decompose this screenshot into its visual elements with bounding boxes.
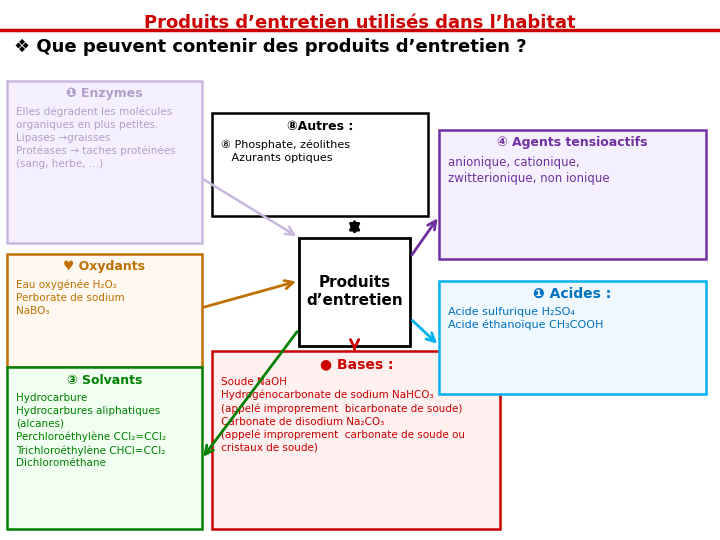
- FancyBboxPatch shape: [439, 130, 706, 259]
- Text: ♥ Oxydants: ♥ Oxydants: [63, 260, 145, 273]
- Text: ④ Agents tensioactifs: ④ Agents tensioactifs: [497, 136, 648, 149]
- Text: ❖ Que peuvent contenir des produits d’entretien ?: ❖ Que peuvent contenir des produits d’en…: [14, 38, 527, 56]
- FancyBboxPatch shape: [212, 351, 500, 529]
- FancyBboxPatch shape: [212, 113, 428, 216]
- Text: Produits d’entretien utilisés dans l’habitat: Produits d’entretien utilisés dans l’hab…: [144, 14, 576, 31]
- FancyBboxPatch shape: [299, 238, 410, 346]
- Text: Acide sulfurique H₂SO₄
Acide éthanoïque CH₃COOH: Acide sulfurique H₂SO₄ Acide éthanoïque …: [448, 307, 603, 330]
- FancyBboxPatch shape: [7, 81, 202, 243]
- Text: anionique, cationique,
zwitterionique, non ionique: anionique, cationique, zwitterionique, n…: [448, 156, 609, 185]
- Text: ❶ Enzymes: ❶ Enzymes: [66, 87, 143, 100]
- Text: ● Bases :: ● Bases :: [320, 357, 393, 372]
- Text: Hydrocarbure
Hydrocarbures aliphatiques
(alcanes)
Perchloroéthylène CCl₂=CCl₂
Tr: Hydrocarbure Hydrocarbures aliphatiques …: [16, 393, 166, 469]
- FancyBboxPatch shape: [7, 254, 202, 367]
- Text: ⑧Autres :: ⑧Autres :: [287, 120, 354, 133]
- FancyBboxPatch shape: [439, 281, 706, 394]
- Text: ❶ Acides :: ❶ Acides :: [534, 287, 611, 301]
- Text: Produits
d’entretien: Produits d’entretien: [306, 275, 403, 308]
- Text: ⑧ Phosphate, zéolithes
   Azurants optiques: ⑧ Phosphate, zéolithes Azurants optiques: [221, 139, 350, 163]
- Text: Soude NaOH
Hydrogénocarbonate de sodium NaHCO₃
(appelé improprement  bicarbonate: Soude NaOH Hydrogénocarbonate de sodium …: [221, 377, 465, 453]
- FancyBboxPatch shape: [7, 367, 202, 529]
- Text: ③ Solvants: ③ Solvants: [67, 374, 142, 387]
- Text: Eau oxygénée H₂O₂
Perborate de sodium
NaBO₃: Eau oxygénée H₂O₂ Perborate de sodium Na…: [16, 280, 125, 316]
- Text: Elles dégradent les molécules
organiques en plus petites.
Lipases →graisses
Prot: Elles dégradent les molécules organiques…: [16, 107, 176, 170]
